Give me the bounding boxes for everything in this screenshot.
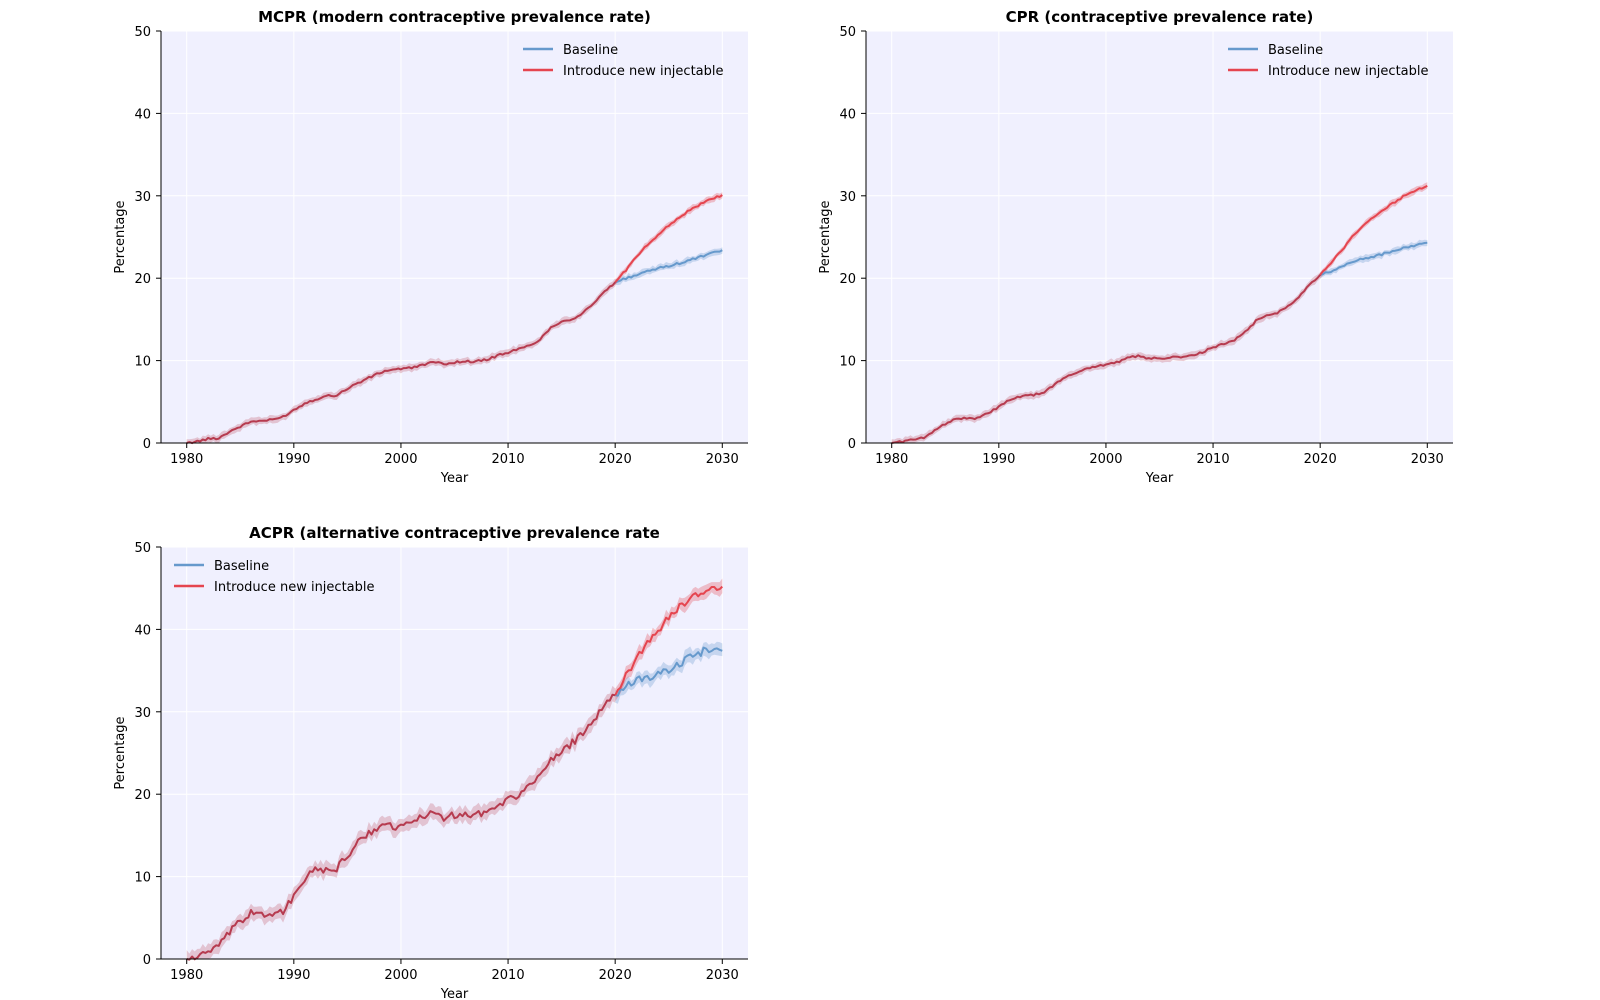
legend-label: Baseline (1268, 43, 1323, 58)
shared-history-band (186, 685, 616, 959)
x-tick-label: 2000 (1089, 452, 1122, 467)
x-tick-label: 1990 (277, 452, 310, 467)
y-axis-label: Percentage (113, 716, 128, 789)
legend-label: Introduce new injectable (563, 64, 724, 79)
plot-area (866, 31, 1453, 443)
chart-panel-1: 1980 1990 2000 2010 2020 203001020304050MCPR … (113, 8, 748, 486)
y-tick-label: 10 (134, 871, 151, 886)
chart-title: ACPR (alternative contraceptive prevalen… (249, 524, 660, 542)
legend-item-baseline[interactable]: Baseline (523, 43, 618, 58)
series-line-injectable (614, 585, 723, 696)
series-band-injectable (1320, 182, 1428, 279)
legend-item-injectable[interactable]: Introduce new injectable (1228, 64, 1429, 79)
chart-title: CPR (contraceptive prevalence rate) (1006, 8, 1314, 26)
y-axis-label: Percentage (113, 200, 128, 273)
x-tick-label: 2030 (706, 452, 739, 467)
legend-label: Introduce new injectable (1268, 64, 1429, 79)
x-tick-label: 2010 (492, 968, 525, 983)
legend-item-injectable[interactable]: Introduce new injectable (174, 580, 375, 595)
legend: Baseline Introduce new injectable (523, 43, 724, 79)
x-tick-label: 1990 (277, 968, 310, 983)
x-axis-label: Year (440, 471, 469, 486)
y-axis-label: Percentage (818, 200, 833, 273)
legend-item-baseline[interactable]: Baseline (174, 559, 269, 574)
legend: Baseline Introduce new injectable (174, 559, 375, 595)
chart-title: MCPR (modern contraceptive prevalence ra… (258, 8, 651, 26)
series-line-baseline (615, 646, 723, 697)
series-band-injectable (615, 578, 723, 702)
series-line-baseline (614, 249, 723, 284)
series-line-injectable (1319, 184, 1428, 276)
x-tick-label: 2030 (706, 968, 739, 983)
x-tick-label: 2020 (599, 968, 632, 983)
plot-area (161, 31, 748, 443)
x-tick-label: 2000 (384, 452, 417, 467)
y-tick-label: 30 (134, 190, 151, 205)
y-tick-label: 10 (134, 355, 151, 370)
chart-panel-3: 1980 1990 2000 2010 2020 203001020304050ACPR … (113, 524, 748, 1000)
legend-label: Baseline (214, 559, 269, 574)
legend-label: Introduce new injectable (214, 580, 375, 595)
y-tick-label: 0 (143, 437, 151, 452)
grid-lines (161, 30, 748, 444)
y-tick-label: 40 (839, 107, 856, 122)
y-tick-label: 50 (839, 25, 856, 40)
x-tick-label: 2010 (1197, 452, 1230, 467)
y-tick-label: 20 (134, 788, 151, 803)
plot-area (161, 547, 748, 959)
x-axis-label: Year (440, 987, 469, 1000)
x-axis-label: Year (1145, 471, 1174, 486)
y-tick-label: 50 (134, 541, 151, 556)
y-tick-label: 0 (848, 437, 856, 452)
legend-item-baseline[interactable]: Baseline (1228, 43, 1323, 58)
y-tick-label: 0 (143, 953, 151, 968)
y-tick-label: 30 (839, 190, 856, 205)
x-tick-label: 1990 (982, 452, 1015, 467)
x-tick-label: 1980 (170, 452, 203, 467)
series-line-baseline (1319, 241, 1428, 276)
grid-lines (161, 546, 748, 960)
y-tick-label: 40 (134, 107, 151, 122)
x-tick-label: 2020 (599, 452, 632, 467)
y-tick-label: 30 (134, 706, 151, 721)
legend-label: Baseline (563, 43, 618, 58)
legend: Baseline Introduce new injectable (1228, 43, 1429, 79)
x-tick-label: 2000 (384, 968, 417, 983)
y-tick-label: 50 (134, 25, 151, 40)
legend-item-injectable[interactable]: Introduce new injectable (523, 64, 724, 79)
shared-history-line (186, 281, 616, 445)
x-tick-label: 2030 (1411, 452, 1444, 467)
x-tick-label: 2010 (492, 452, 525, 467)
y-tick-label: 20 (134, 272, 151, 287)
y-tick-label: 20 (839, 272, 856, 287)
x-tick-label: 1980 (170, 968, 203, 983)
y-tick-label: 10 (839, 355, 856, 370)
shared-history-line (186, 693, 616, 961)
y-tick-label: 40 (134, 623, 151, 638)
x-tick-label: 2020 (1304, 452, 1337, 467)
series-band-injectable (615, 192, 723, 286)
x-tick-label: 1980 (875, 452, 908, 467)
shared-history-line (891, 274, 1321, 444)
series-line-injectable (614, 194, 723, 283)
